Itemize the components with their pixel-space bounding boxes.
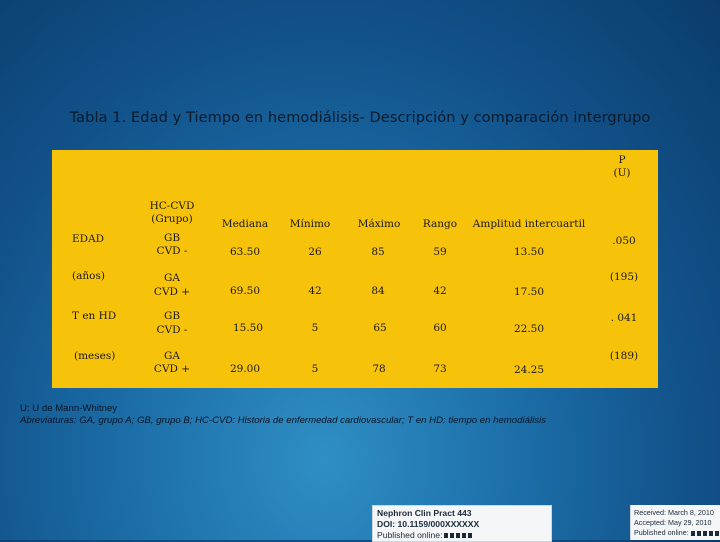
dates-box: Received: March 8, 2010 Accepted: May 29…	[630, 505, 720, 540]
row2-p: (195)	[609, 271, 639, 283]
row3-p: . 041	[610, 312, 638, 324]
row3-group-1: GB	[163, 310, 181, 322]
row4-maximo: 78	[372, 363, 386, 375]
row3-group-2: CVD -	[156, 324, 188, 336]
col-header-amplitud: Amplitud intercuartil	[472, 218, 586, 230]
row4-group-2: CVD +	[153, 363, 191, 375]
row3-minimo: 5	[311, 322, 319, 334]
date-accepted: Accepted: May 29, 2010	[634, 518, 712, 527]
row1-group-2: CVD -	[156, 245, 188, 257]
row2-mediana: 69.50	[229, 285, 261, 297]
p-header-2: (U)	[613, 167, 631, 179]
row4-mediana: 29.00	[229, 363, 261, 375]
row1-group-1: GB	[163, 232, 181, 244]
row1-rango: 59	[433, 246, 447, 258]
redaction-bar	[690, 530, 720, 536]
date-received: Received: March 8, 2010	[634, 508, 714, 517]
row4-group-1: GA	[164, 350, 180, 362]
row1-minimo: 26	[308, 246, 322, 258]
slide-title: Tabla 1. Edad y Tiempo en hemodiálisis- …	[69, 110, 651, 126]
row4-minimo: 5	[311, 363, 319, 375]
row2-group-2: CVD +	[153, 286, 191, 298]
citation-box: Nephron Clin Pract 443 DOI: 10.1159/000X…	[372, 505, 552, 542]
group-header-2: (Grupo)	[151, 213, 193, 225]
row2-maximo: 84	[371, 285, 385, 297]
footnote-abbreviations: Abreviaturas: GA, grupo A; GB, grupo B; …	[20, 415, 546, 426]
citation-doi: DOI: 10.1159/000XXXXXX	[377, 519, 480, 529]
col-header-minimo: Mínimo	[289, 218, 331, 230]
row1-p: .050	[612, 235, 636, 247]
col-header-rango: Rango	[422, 218, 458, 230]
row-label-anos: (años)	[72, 270, 105, 282]
date-published-row: Published online:	[634, 528, 720, 537]
row2-rango: 42	[433, 285, 447, 297]
row2-group-1: GA	[164, 272, 180, 284]
footnote-mann-whitney: U: U de Mann-Whitney	[20, 403, 118, 414]
row3-rango: 60	[433, 322, 447, 334]
row-label-meses: (meses)	[74, 350, 116, 362]
row2-amplitud: 17.50	[513, 286, 545, 298]
row4-p: (189)	[609, 350, 639, 362]
row-label-edad: EDAD	[72, 233, 105, 245]
citation-journal: Nephron Clin Pract 443	[377, 508, 472, 518]
row4-rango: 73	[433, 363, 447, 375]
row-label-t-en-hd: T en HD	[72, 310, 117, 322]
row1-amplitud: 13.50	[513, 246, 545, 258]
group-header-1: HC-CVD	[149, 200, 195, 212]
row2-minimo: 42	[308, 285, 322, 297]
row1-maximo: 85	[371, 246, 385, 258]
row3-maximo: 65	[373, 322, 387, 334]
citation-published-row: Published online:	[377, 530, 475, 540]
data-table: P (U) HC-CVD (Grupo) Mediana Mínimo Máxi…	[52, 150, 658, 388]
row3-mediana: 15.50	[232, 322, 264, 334]
redaction-bar	[444, 533, 475, 539]
p-header-1: P	[618, 154, 626, 166]
row3-amplitud: 22.50	[513, 323, 545, 335]
row1-mediana: 63.50	[229, 246, 261, 258]
row4-amplitud: 24.25	[513, 364, 545, 376]
citation-published: Published online:	[377, 530, 443, 540]
date-published: Published online:	[634, 528, 689, 537]
col-header-maximo: Máximo	[357, 218, 401, 230]
col-header-mediana: Mediana	[221, 218, 269, 230]
